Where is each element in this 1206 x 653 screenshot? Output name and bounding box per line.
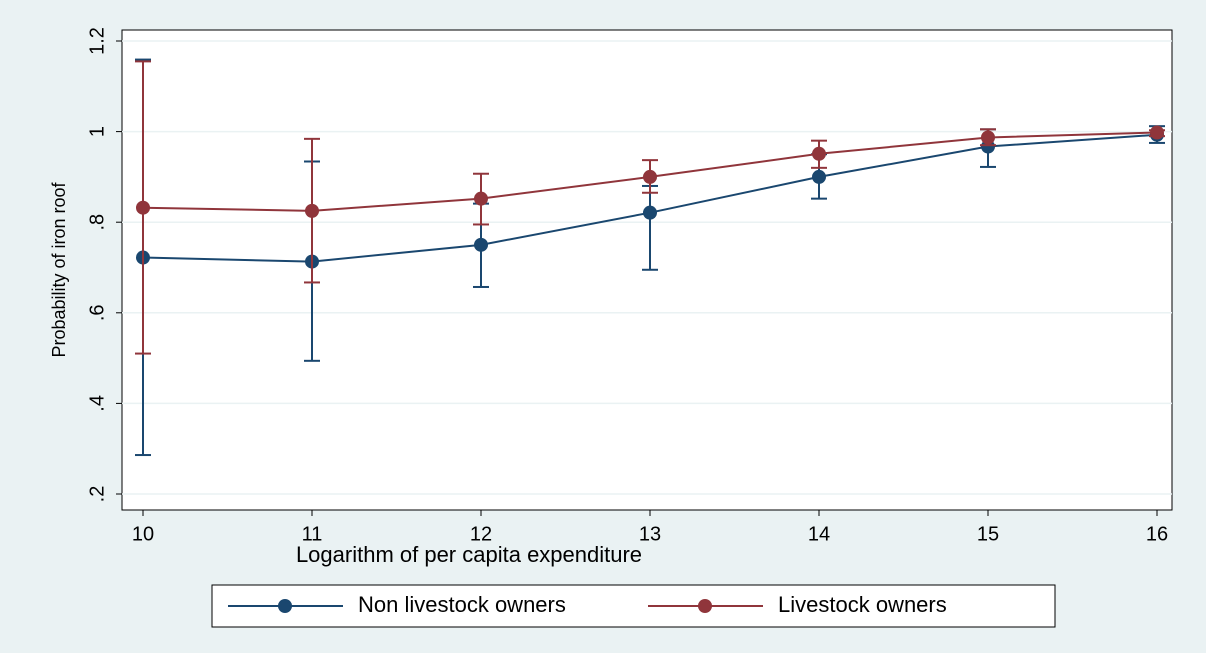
point: [643, 169, 657, 184]
y-tick-label: .4: [86, 395, 108, 412]
point: [981, 130, 995, 145]
legend-marker: [698, 599, 712, 613]
legend-label: Livestock owners: [778, 592, 947, 617]
legend-label: Non livestock owners: [358, 592, 566, 617]
legend: [211, 584, 1056, 628]
point: [1150, 125, 1164, 140]
y-tick-label: 1.2: [86, 27, 108, 55]
point: [136, 200, 150, 215]
point: [643, 205, 657, 220]
x-tick-label: 10: [132, 523, 154, 545]
point: [812, 169, 826, 184]
legend-marker: [278, 599, 292, 613]
y-tick-label: .6: [86, 304, 108, 321]
x-tick-label: 15: [977, 523, 999, 545]
x-tick-label: 14: [808, 523, 830, 545]
y-axis-title: Probability of iron roof: [49, 181, 69, 357]
x-tick-label: 12: [470, 523, 492, 545]
y-tick-label: 1: [86, 126, 108, 137]
x-axis-title: Logarithm of per capita expenditure: [296, 542, 642, 567]
y-tick-label: .2: [86, 486, 108, 503]
point: [305, 203, 319, 218]
y-tick-label: .8: [86, 214, 108, 231]
point: [812, 146, 826, 161]
point: [474, 237, 488, 252]
x-tick-label: 11: [302, 523, 323, 545]
x-tick-label: 13: [639, 523, 661, 545]
x-tick-label: 16: [1146, 523, 1168, 545]
point: [474, 191, 488, 206]
